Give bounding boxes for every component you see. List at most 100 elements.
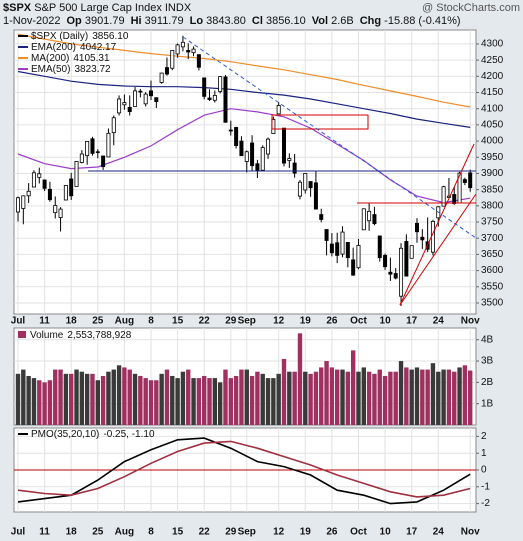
volume-bar xyxy=(58,369,63,425)
candle-body xyxy=(202,77,207,97)
candle-body xyxy=(148,90,153,97)
y-tick-label: 4B xyxy=(481,334,494,345)
candle-body xyxy=(409,245,414,259)
candle-body xyxy=(281,127,286,164)
volume-bar xyxy=(446,369,452,425)
candle-body xyxy=(154,97,159,102)
annotations xyxy=(88,36,477,306)
legend-name: PMO(35,20,10) xyxy=(31,429,99,440)
volume-bar xyxy=(265,378,271,425)
candle-body xyxy=(159,72,164,83)
candle-body xyxy=(47,188,52,201)
candle-body xyxy=(276,105,281,115)
volume-bar xyxy=(47,380,53,425)
candle-body xyxy=(143,93,148,105)
x-tick-label: 26 xyxy=(326,316,338,327)
x-tick-label: Oct xyxy=(350,316,367,327)
y-tick-label: 4150 xyxy=(481,87,504,98)
candle-body xyxy=(191,48,196,54)
subtitle: S&P 500 Large Cap Index INDX xyxy=(34,2,192,14)
header-value: -15.88 (-0.41%) xyxy=(384,15,461,27)
legend-label: EMA(50) 3823.72 xyxy=(31,64,111,75)
x-tick-label: Nov xyxy=(461,527,480,538)
candle-body xyxy=(372,214,377,225)
volume-bar xyxy=(462,365,468,425)
candle-body xyxy=(196,54,201,68)
volume-bar xyxy=(372,373,377,425)
y-tick-label: 4200 xyxy=(481,71,504,82)
legend-label: Volume 2,553,788,928 xyxy=(30,330,132,341)
candle-body xyxy=(329,243,334,254)
y-tick-label: 2 xyxy=(481,431,487,442)
candle-body xyxy=(244,151,249,162)
header-value: 2.6B xyxy=(331,15,354,27)
volume-bar xyxy=(164,369,170,425)
legend-label: $SPX (Daily) 3856.10 xyxy=(31,31,129,42)
x-tick-label: Jul xyxy=(11,527,26,538)
candle-body xyxy=(186,50,191,53)
series-line xyxy=(17,108,471,204)
candle-body xyxy=(170,50,175,69)
volume-bar xyxy=(186,369,191,425)
volume-bar xyxy=(404,367,409,425)
candle-body xyxy=(117,98,122,114)
volume-bar xyxy=(468,370,473,425)
legend-name: Volume xyxy=(30,330,64,341)
volume-bar xyxy=(228,378,233,425)
y-tick-label: 3B xyxy=(481,356,494,367)
candle-body xyxy=(21,195,26,209)
y-tick-label: 3550 xyxy=(481,281,504,292)
candle-body xyxy=(228,129,233,132)
candle-body xyxy=(462,179,467,183)
x-tick-label: 24 xyxy=(433,316,445,327)
series-line xyxy=(17,70,471,128)
series-line xyxy=(17,440,471,498)
y-tick-label: 0 xyxy=(481,465,487,476)
volume-bar xyxy=(430,363,436,425)
volume-bar xyxy=(180,371,186,425)
y-tick-label: 3950 xyxy=(481,152,504,163)
volume-bar xyxy=(212,378,218,425)
y-tick-label: 4000 xyxy=(481,136,504,147)
volume-bar xyxy=(63,373,69,425)
volume-bar xyxy=(127,369,132,425)
volume-bar xyxy=(260,373,265,425)
y-tick-label: 4250 xyxy=(481,55,504,66)
x-tick-label: Sep xyxy=(238,527,256,538)
x-tick-label: 12 xyxy=(273,527,285,538)
legend-swatch xyxy=(18,331,26,338)
candle-body xyxy=(69,178,74,197)
candle-body xyxy=(111,117,116,134)
volume-bar xyxy=(329,367,335,425)
volume-bar xyxy=(382,375,388,425)
y-tick-label: 4050 xyxy=(481,120,504,131)
volume-bar xyxy=(207,378,212,425)
candle-body xyxy=(207,97,212,101)
candle-body xyxy=(63,185,68,201)
volume-bar xyxy=(79,371,85,425)
volume-bar xyxy=(42,382,47,425)
volume-bar xyxy=(457,367,462,425)
candle-body xyxy=(468,172,473,189)
volume-bar xyxy=(106,371,111,425)
volume-bar xyxy=(436,371,441,425)
volume-bar xyxy=(441,369,446,425)
candle-body xyxy=(106,132,111,158)
candle-body xyxy=(324,229,329,241)
volume-bar xyxy=(409,369,414,425)
candle-body xyxy=(239,140,244,157)
x-tick-label: 29 xyxy=(225,527,237,538)
volume-bar xyxy=(223,369,228,425)
volume-bar xyxy=(159,373,164,425)
y-tick-label: 3600 xyxy=(481,265,504,276)
volume-bar xyxy=(21,369,26,425)
y-tick-label: 1B xyxy=(481,398,494,409)
x-tick-label: 29 xyxy=(225,316,237,327)
volume-bar xyxy=(356,371,361,425)
volume-bar xyxy=(31,378,37,425)
x-tick-label: 15 xyxy=(172,316,184,327)
volume-bar xyxy=(170,375,175,425)
candle-body xyxy=(340,231,345,255)
